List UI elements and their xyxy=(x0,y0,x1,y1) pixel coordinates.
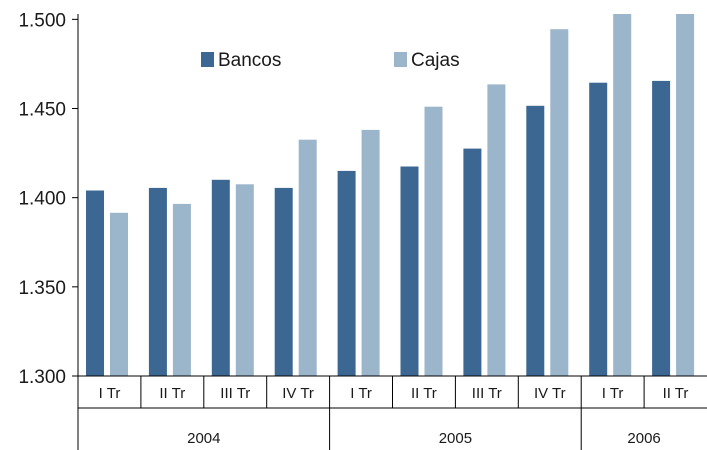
bar-cajas-7 xyxy=(550,29,569,376)
bar-bancos-8 xyxy=(589,82,608,376)
bar-bancos-4 xyxy=(337,170,356,376)
group-label-1: 2005 xyxy=(439,430,472,447)
legend-label-bancos: Bancos xyxy=(218,50,281,71)
x-tick-label-5: II Tr xyxy=(411,385,437,402)
axes-layer: 1.300 1.350 1.400 1.450 1.500 I Tr II Tr III Tr… xyxy=(18,10,707,450)
y-tick-label-1: 1.350 xyxy=(18,278,66,299)
x-tick-label-2: III Tr xyxy=(220,385,250,402)
x-tick-label-3: IV Tr xyxy=(282,385,314,402)
x-tick-label-8: I Tr xyxy=(602,385,624,402)
x-tick-label-0: I Tr xyxy=(99,385,121,402)
legend-swatch-bancos xyxy=(201,52,214,67)
x-tick-label-6: III Tr xyxy=(472,385,502,402)
bar-cajas-3 xyxy=(298,139,317,376)
bar-cajas-2 xyxy=(235,184,254,376)
legend-swatch-cajas xyxy=(394,52,407,67)
bar-cajas-1 xyxy=(172,203,191,376)
bars-layer xyxy=(86,14,695,377)
y-tick-label-4: 1.500 xyxy=(18,10,66,31)
bar-bancos-0 xyxy=(86,190,104,376)
x-tick-label-7: IV Tr xyxy=(534,385,566,402)
legend: Bancos Cajas xyxy=(201,50,460,71)
x-tick-label-1: II Tr xyxy=(159,385,185,402)
bar-bancos-7 xyxy=(526,105,545,377)
bar-cajas-5 xyxy=(424,106,443,376)
bar-cajas-6 xyxy=(487,84,506,377)
group-label-2: 2006 xyxy=(627,430,660,447)
legend-label-cajas: Cajas xyxy=(411,50,460,71)
x-tick-label-4: I Tr xyxy=(350,385,372,402)
group-label-0: 2004 xyxy=(187,430,220,447)
bar-bancos-5 xyxy=(400,166,419,376)
x-tick-label-9: II Tr xyxy=(663,385,689,402)
y-tick-label-2: 1.400 xyxy=(18,189,66,210)
bar-cajas-0 xyxy=(110,212,128,376)
bar-bancos-6 xyxy=(463,148,482,376)
bar-bancos-3 xyxy=(274,187,293,376)
bar-bancos-9 xyxy=(652,80,671,377)
y-tick-label-3: 1.450 xyxy=(18,100,66,121)
bar-cajas-9 xyxy=(676,14,695,376)
bar-bancos-1 xyxy=(148,187,167,376)
bar-cajas-4 xyxy=(361,129,380,376)
bar-cajas-8 xyxy=(613,14,632,376)
bar-bancos-2 xyxy=(211,179,230,376)
y-tick-label-0: 1.300 xyxy=(18,367,66,388)
